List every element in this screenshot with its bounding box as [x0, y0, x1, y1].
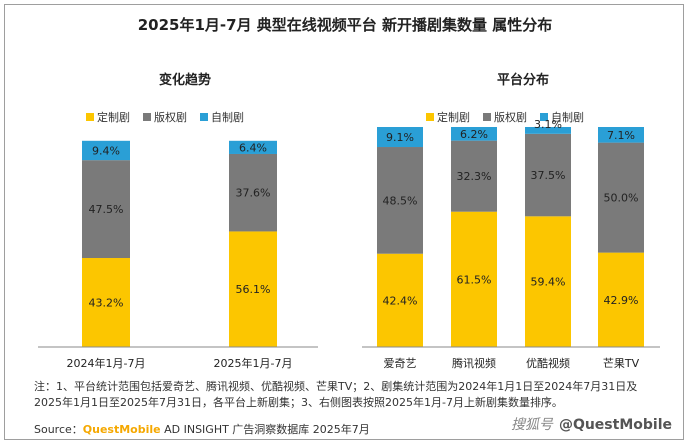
data-label-1-3-2: 7.1%	[607, 129, 635, 142]
data-label-1-2-1: 37.5%	[531, 169, 566, 182]
bar-1-0-1	[377, 147, 423, 254]
data-label-1-0-2: 9.1%	[386, 131, 414, 144]
source-brand: QuestMobile	[82, 423, 161, 436]
legend-label-1-1: 版权剧	[494, 110, 527, 124]
legend-label-0-1: 版权剧	[154, 110, 187, 124]
data-label-1-0-0: 42.4%	[383, 294, 418, 307]
right-panel-title: 平台分布	[496, 73, 549, 88]
bar-1-2-2	[525, 127, 571, 134]
legend-label-1-0: 定制剧	[437, 110, 470, 124]
data-label-0-1-2: 6.4%	[239, 141, 267, 154]
legend-swatch-1-1	[483, 113, 491, 121]
category-label-1-2: 优酷视频	[526, 356, 570, 370]
data-label-1-3-0: 42.9%	[604, 294, 639, 307]
left-panel-title: 变化趋势	[158, 73, 211, 88]
bar-1-1-1	[451, 140, 497, 212]
bar-1-1-0	[451, 211, 497, 347]
figure-frame	[4, 4, 684, 440]
category-label-1-3: 芒果TV	[603, 357, 640, 370]
footnote-line-2: 2025年1月1日至2025年7月31日，各平台上新剧集；3、右侧图表按照202…	[34, 396, 563, 409]
bar-0-0-1	[82, 160, 130, 259]
bar-1-3-2	[598, 127, 644, 143]
data-label-0-0-0: 43.2%	[89, 297, 124, 310]
data-label-1-2-0: 59.4%	[531, 276, 566, 289]
legend-label-0-0: 定制剧	[97, 110, 130, 124]
bar-1-1-2	[451, 127, 497, 141]
bar-0-1-2	[229, 140, 277, 154]
bar-1-0-2	[377, 127, 423, 148]
data-label-0-0-1: 47.5%	[89, 203, 124, 216]
legend-label-0-2: 自制剧	[211, 111, 244, 124]
category-label-0-0: 2024年1月-7月	[67, 356, 146, 370]
data-label-1-2-2: 3.1%	[534, 118, 562, 131]
bar-0-1-0	[229, 231, 277, 347]
watermark-prefix: 搜狐号	[510, 417, 553, 433]
legend-swatch-1-0	[426, 113, 434, 121]
source-prefix: Source：	[34, 423, 83, 436]
data-label-1-0-1: 48.5%	[383, 194, 418, 207]
legend-label-1-2: 自制剧	[551, 111, 584, 124]
legend-swatch-0-0	[86, 113, 94, 121]
category-label-0-1: 2025年1月-7月	[214, 356, 293, 370]
legend-swatch-0-2	[200, 113, 208, 121]
bar-1-2-0	[525, 216, 571, 347]
bar-0-0-0	[82, 258, 130, 347]
bar-1-3-1	[598, 142, 644, 253]
bar-1-2-1	[525, 133, 571, 217]
bar-1-0-0	[377, 253, 423, 347]
source-line: Source：QuestMobile AD INSIGHT 广告洞察数据库 20…	[34, 421, 370, 437]
data-label-0-1-1: 37.6%	[236, 187, 271, 200]
watermark-text: @QuestMobile	[558, 417, 672, 433]
chart-title: 2025年1月-7月 典型在线视频平台 新开播剧集数量 属性分布	[137, 16, 553, 34]
data-label-1-1-2: 6.2%	[460, 128, 488, 141]
bar-0-1-1	[229, 153, 277, 232]
source-suffix: AD INSIGHT 广告洞察数据库 2025年7月	[160, 423, 370, 436]
bar-1-3-0	[598, 252, 644, 347]
data-label-1-1-0: 61.5%	[457, 273, 492, 286]
legend-swatch-1-2	[540, 113, 548, 121]
category-label-1-1: 腾讯视频	[452, 356, 496, 370]
category-label-1-0: 爱奇艺	[384, 357, 417, 370]
bar-0-0-2	[82, 140, 130, 161]
data-label-1-1-1: 32.3%	[457, 170, 492, 183]
data-label-0-1-0: 56.1%	[236, 283, 271, 296]
data-label-1-3-1: 50.0%	[604, 192, 639, 205]
data-label-0-0-2: 9.4%	[92, 144, 120, 157]
watermark: 搜狐号 @QuestMobile	[511, 414, 672, 434]
footnote-line-1: 注：1、平台统计范围包括爱奇艺、腾讯视频、优酷视频、芒果TV；2、剧集统计范围为…	[34, 380, 638, 393]
legend-swatch-0-1	[143, 113, 151, 121]
